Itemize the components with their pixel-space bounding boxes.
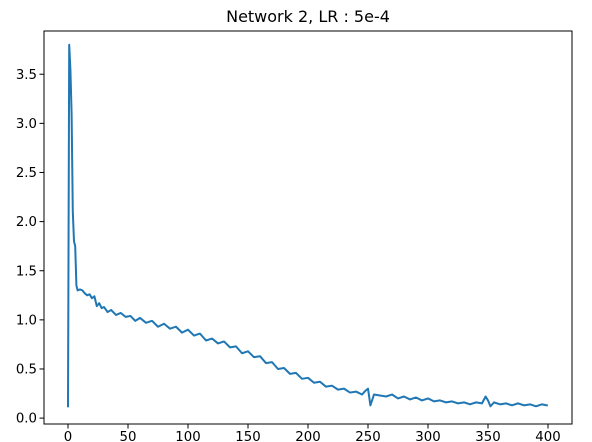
axes-frame bbox=[43, 30, 573, 425]
y-tick-label: 1.5 bbox=[16, 264, 37, 279]
y-tick-label: 3.5 bbox=[16, 68, 37, 83]
plot-area: 0 50 100 150 200 250 300 350 400 0.0 0.5 1.0 1.5 2.0 2… bbox=[16, 30, 573, 442]
chart-title: Network 2, LR : 5e-4 bbox=[226, 7, 390, 26]
x-tick-label: 350 bbox=[475, 430, 500, 442]
y-tick-label: 0.0 bbox=[16, 412, 37, 427]
x-tick-label: 100 bbox=[175, 430, 200, 442]
y-tick-label: 2.0 bbox=[16, 215, 37, 230]
x-tick-label: 300 bbox=[415, 430, 440, 442]
x-tick-label: 150 bbox=[235, 430, 260, 442]
x-tick-label: 400 bbox=[535, 430, 560, 442]
y-tick-label: 2.5 bbox=[16, 166, 37, 181]
x-tick-label: 0 bbox=[64, 430, 72, 442]
series-line bbox=[66, 43, 548, 408]
x-tick-label: 200 bbox=[295, 430, 320, 442]
y-tick-label: 0.5 bbox=[16, 363, 37, 378]
y-tick-label: 3.0 bbox=[16, 117, 37, 132]
x-tick-label: 250 bbox=[355, 430, 380, 442]
y-tick-label: 1.0 bbox=[16, 313, 37, 328]
x-tick-label: 50 bbox=[120, 430, 137, 442]
